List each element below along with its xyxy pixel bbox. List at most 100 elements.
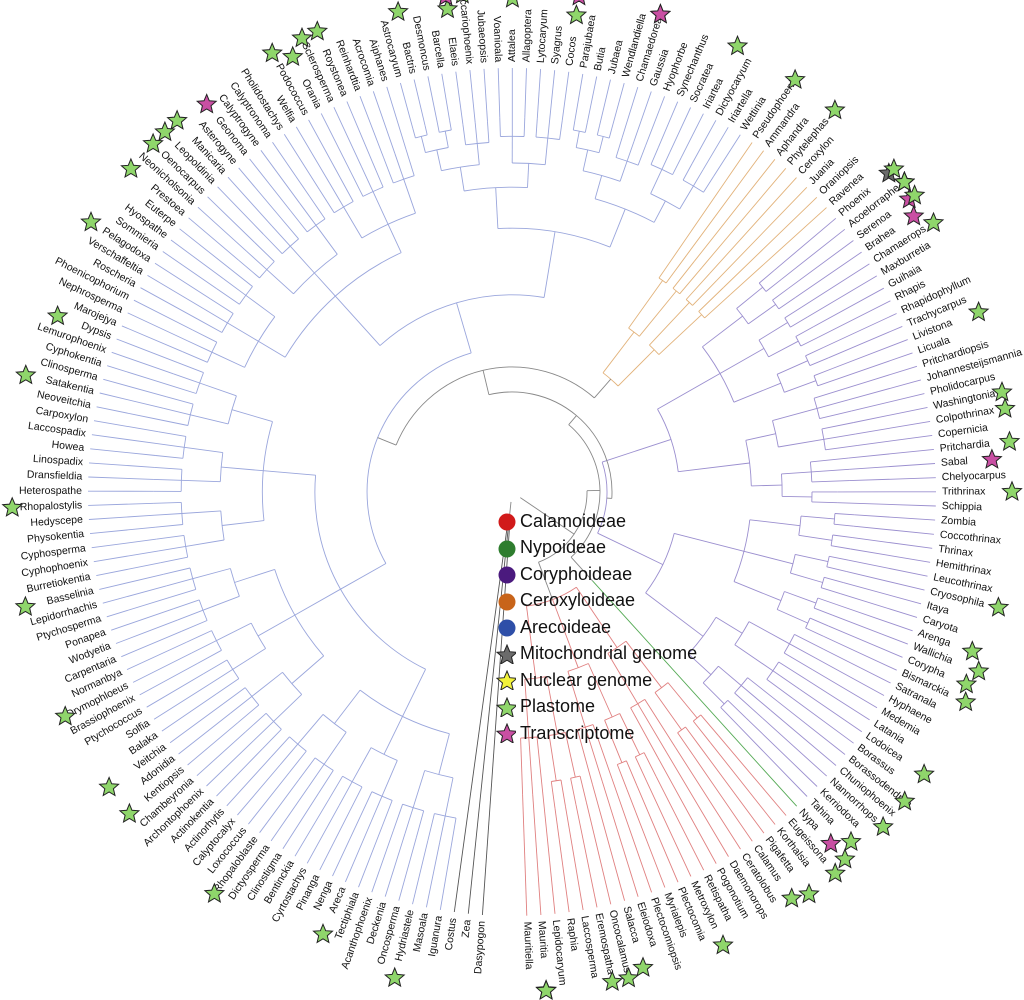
branch — [657, 757, 717, 864]
branch — [289, 245, 315, 274]
branch — [220, 510, 225, 541]
circle-swatch-icon — [498, 540, 516, 558]
branch — [848, 559, 928, 577]
branch — [197, 649, 222, 664]
branch — [645, 96, 666, 147]
branch — [160, 419, 188, 426]
plastome-star-icon — [383, 966, 406, 988]
branch — [848, 379, 922, 401]
branch — [404, 807, 414, 835]
branch — [747, 677, 778, 702]
branch — [777, 609, 809, 624]
plastome-star-icon — [118, 802, 141, 824]
branch — [733, 382, 781, 403]
branch — [818, 300, 891, 338]
plastome-star-icon — [436, 0, 459, 19]
branch — [346, 101, 373, 163]
branch — [788, 240, 854, 289]
branch — [88, 502, 154, 506]
branch — [444, 131, 449, 148]
transcriptome-star-icon — [902, 204, 925, 226]
branch — [162, 251, 218, 290]
branch — [203, 308, 228, 324]
taxon-label-dasypogon: Dasypogon — [472, 920, 488, 974]
branch — [700, 714, 719, 736]
branch — [265, 713, 282, 730]
branch — [790, 316, 808, 328]
plastome-star-icon — [824, 862, 846, 883]
branch — [245, 712, 267, 733]
branch — [532, 794, 542, 916]
branch — [216, 622, 252, 642]
branch — [703, 176, 714, 193]
branch — [810, 457, 849, 463]
branch — [181, 510, 221, 514]
branch — [436, 122, 440, 133]
branch — [772, 287, 789, 301]
taxon-label-cocos: Cocos — [563, 36, 579, 67]
plastome-star-icon — [903, 184, 926, 205]
branch — [271, 225, 291, 247]
branch — [455, 71, 464, 125]
taxon-label-sabal: Sabal — [941, 455, 969, 469]
branch — [253, 721, 274, 741]
branch — [158, 431, 186, 437]
branch — [413, 79, 426, 126]
branch — [332, 816, 361, 877]
branch — [825, 444, 858, 451]
branch — [591, 784, 626, 901]
legend: Calamoideae Nypoideae Coryphoideae Ceroxylo… — [496, 508, 697, 747]
branch — [173, 373, 200, 384]
branch — [111, 351, 174, 375]
branch — [794, 251, 862, 298]
branch — [226, 756, 272, 807]
plastome-star-icon — [961, 640, 984, 661]
branch — [186, 630, 212, 643]
branch — [672, 157, 682, 175]
branch — [339, 177, 354, 202]
branch — [852, 537, 933, 549]
plastome-star-icon — [281, 45, 304, 67]
branch — [309, 196, 326, 220]
plastome-star-icon — [291, 26, 313, 48]
branch — [665, 254, 687, 284]
branch — [621, 86, 639, 138]
branch — [370, 747, 398, 761]
branch — [412, 128, 416, 139]
branch — [846, 570, 925, 591]
branch — [169, 703, 224, 744]
branch — [826, 566, 847, 572]
branch — [155, 455, 183, 459]
branch — [170, 239, 225, 280]
branch — [811, 669, 878, 709]
branch — [564, 732, 576, 778]
branch — [637, 145, 646, 166]
branch — [658, 249, 679, 279]
branch — [249, 158, 291, 211]
backbone — [488, 391, 613, 499]
branch — [230, 269, 253, 287]
branch — [398, 837, 417, 901]
branch — [650, 147, 659, 165]
branch — [318, 770, 334, 794]
branch — [781, 471, 812, 475]
branch — [777, 700, 846, 755]
plastome-star-icon — [505, 0, 520, 8]
branch — [811, 501, 838, 504]
branch — [381, 800, 393, 827]
plastome-star-icon — [834, 848, 856, 869]
plastome-star-icon — [80, 210, 102, 232]
branch — [232, 648, 266, 670]
branch — [231, 409, 273, 423]
branch — [821, 422, 854, 430]
taxon-labels: DasypogonZeaCostusIguanuraMasoalaHydrias… — [19, 0, 1024, 986]
branch — [126, 641, 187, 671]
branch — [181, 620, 208, 632]
branch — [770, 709, 837, 766]
branch — [666, 752, 729, 857]
branch — [219, 452, 224, 482]
branch — [227, 322, 259, 342]
branch — [132, 652, 193, 683]
branch — [798, 516, 802, 536]
branch — [584, 122, 588, 133]
